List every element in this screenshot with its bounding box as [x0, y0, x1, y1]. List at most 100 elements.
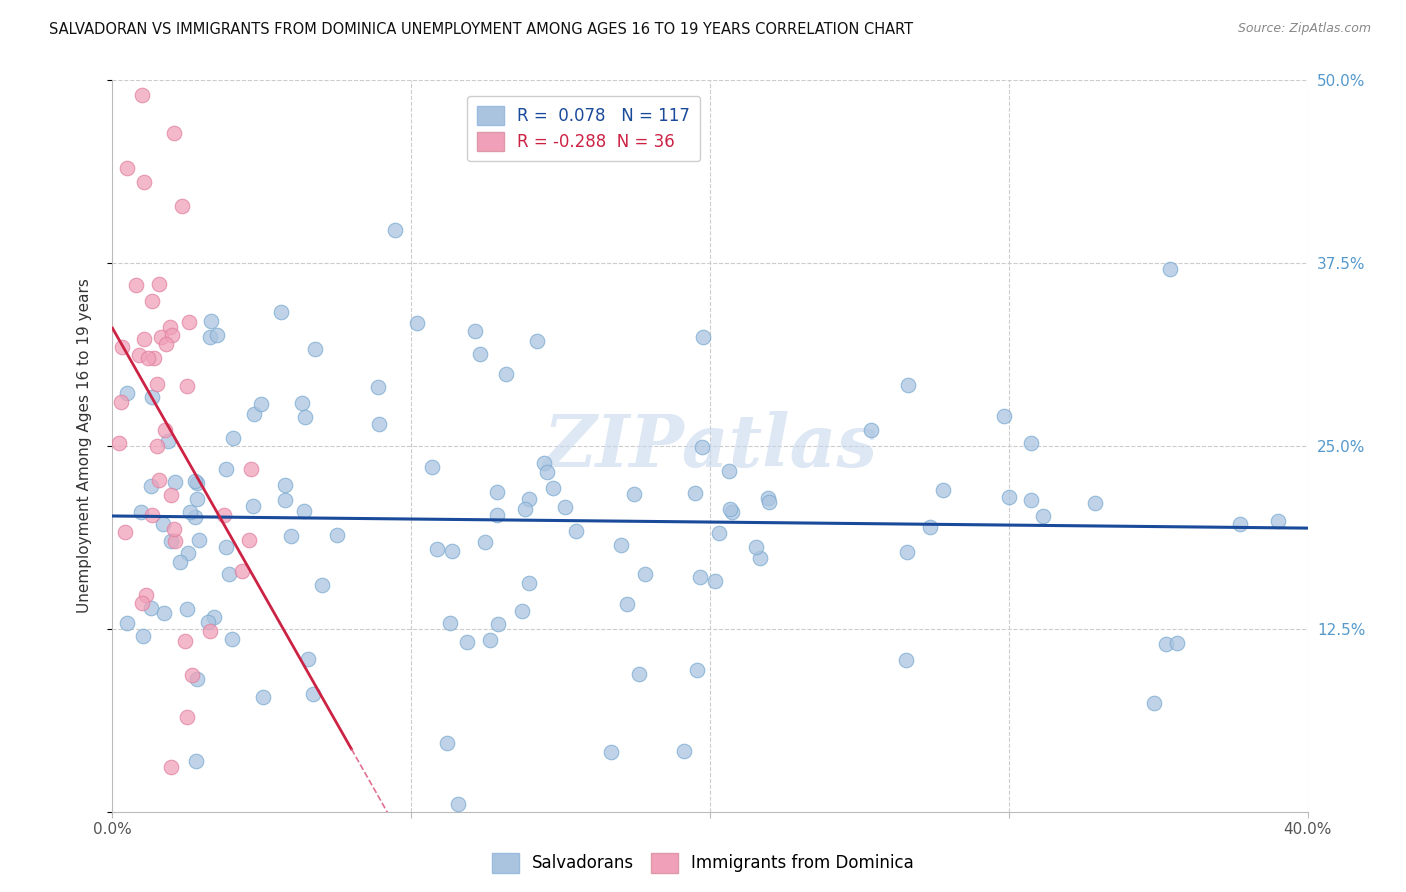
- Point: [1166, 636, 1188, 650]
- Point: [541, 481, 564, 495]
- Point: [1154, 637, 1177, 651]
- Point: [110, 394, 132, 409]
- Point: [186, 672, 208, 686]
- Point: [1143, 696, 1166, 710]
- Point: [242, 500, 264, 514]
- Point: [720, 505, 742, 519]
- Point: [673, 744, 696, 758]
- Point: [997, 490, 1019, 504]
- Point: [148, 277, 170, 292]
- Point: [554, 500, 576, 514]
- Point: [616, 597, 638, 611]
- Point: [291, 396, 314, 410]
- Point: [157, 434, 180, 449]
- Point: [326, 528, 349, 542]
- Point: [117, 386, 139, 401]
- Point: [159, 319, 181, 334]
- Point: [218, 566, 240, 581]
- Legend: Salvadorans, Immigrants from Dominica: Salvadorans, Immigrants from Dominica: [485, 847, 921, 880]
- Point: [896, 653, 918, 667]
- Point: [132, 332, 155, 346]
- Point: [146, 377, 169, 392]
- Point: [748, 551, 770, 566]
- Text: SALVADORAN VS IMMIGRANTS FROM DOMINICA UNEMPLOYMENT AMONG AGES 16 TO 19 YEARS CO: SALVADORAN VS IMMIGRANTS FROM DOMINICA U…: [49, 22, 914, 37]
- Point: [270, 305, 292, 319]
- Point: [517, 575, 540, 590]
- Point: [197, 615, 219, 630]
- Point: [456, 634, 478, 648]
- Point: [205, 327, 228, 342]
- Point: [993, 409, 1015, 423]
- Point: [149, 330, 172, 344]
- Point: [117, 616, 139, 631]
- Point: [311, 578, 333, 592]
- Point: [186, 491, 208, 506]
- Point: [163, 127, 186, 141]
- Point: [176, 709, 198, 723]
- Point: [131, 596, 153, 610]
- Point: [436, 736, 458, 750]
- Point: [200, 329, 222, 343]
- Point: [536, 465, 558, 479]
- Point: [294, 409, 316, 424]
- Point: [609, 538, 631, 552]
- Point: [273, 492, 295, 507]
- Point: [860, 423, 883, 437]
- Point: [163, 522, 186, 536]
- Point: [152, 516, 174, 531]
- Point: [297, 652, 319, 666]
- Text: Source: ZipAtlas.com: Source: ZipAtlas.com: [1237, 22, 1371, 36]
- Point: [177, 315, 200, 329]
- Point: [138, 351, 160, 366]
- Point: [215, 540, 238, 554]
- Point: [221, 431, 243, 445]
- Point: [718, 501, 741, 516]
- Point: [135, 588, 157, 602]
- Point: [215, 462, 238, 476]
- Point: [111, 340, 134, 354]
- Point: [169, 556, 191, 570]
- Point: [159, 533, 181, 548]
- Point: [165, 475, 187, 490]
- Point: [212, 508, 235, 523]
- Point: [129, 505, 152, 519]
- Point: [146, 439, 169, 453]
- Point: [202, 609, 225, 624]
- Point: [485, 484, 508, 499]
- Point: [160, 488, 183, 502]
- Point: [141, 294, 163, 309]
- Point: [689, 570, 711, 584]
- Point: [141, 391, 163, 405]
- Point: [274, 478, 297, 492]
- Point: [231, 564, 253, 578]
- Point: [634, 566, 657, 581]
- Point: [1267, 514, 1289, 528]
- Point: [897, 377, 920, 392]
- Point: [200, 624, 222, 638]
- Point: [117, 161, 139, 175]
- Point: [174, 633, 197, 648]
- Point: [756, 491, 779, 505]
- Point: [758, 495, 780, 509]
- Point: [184, 754, 207, 768]
- Point: [162, 328, 184, 343]
- Point: [600, 745, 623, 759]
- Point: [200, 314, 222, 328]
- Point: [165, 534, 187, 549]
- Legend: R =  0.078   N = 117, R = -0.288  N = 36: R = 0.078 N = 117, R = -0.288 N = 36: [467, 96, 700, 161]
- Point: [692, 330, 714, 344]
- Point: [155, 336, 177, 351]
- Point: [717, 464, 740, 478]
- Point: [141, 508, 163, 522]
- Point: [440, 544, 463, 558]
- Point: [292, 504, 315, 518]
- Point: [707, 526, 730, 541]
- Point: [160, 760, 183, 774]
- Point: [114, 525, 136, 540]
- Point: [479, 632, 502, 647]
- Point: [1084, 496, 1107, 510]
- Point: [533, 456, 555, 470]
- Point: [179, 505, 201, 519]
- Point: [703, 574, 725, 589]
- Point: [1032, 509, 1054, 524]
